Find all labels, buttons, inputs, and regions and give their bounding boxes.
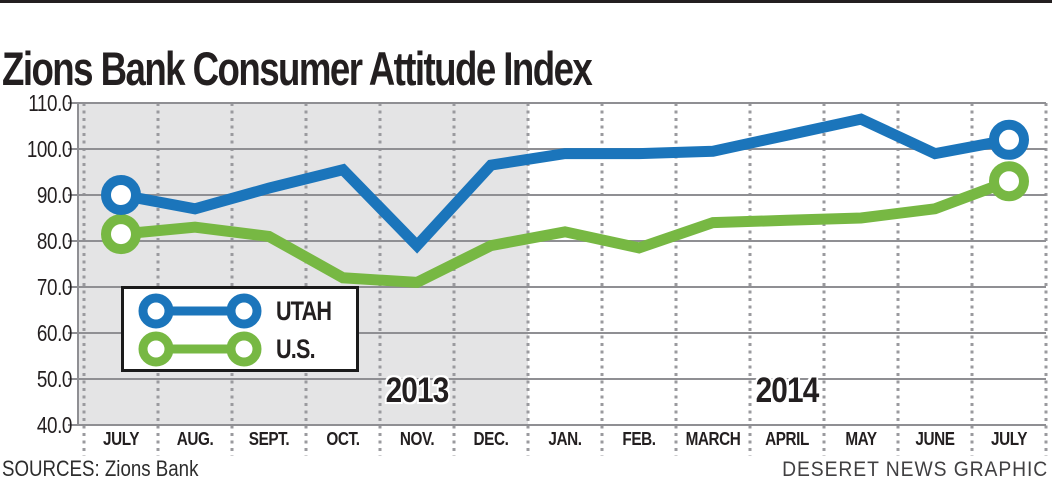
credit-text: DESERET NEWS GRAPHIC <box>781 458 1048 481</box>
x-tick-label: NOV. <box>399 429 435 449</box>
legend-label-utah: UTAH <box>276 295 332 326</box>
x-tick-label: DEC. <box>473 429 509 449</box>
utah-line-swatch-icon <box>138 293 262 329</box>
x-tick-label: JUNE <box>915 429 955 449</box>
y-tick-label: 50.0 <box>36 366 72 392</box>
legend-box: UTAH U.S. <box>121 286 359 372</box>
page-title: Zions Bank Consumer Attitude Index <box>2 42 593 96</box>
x-tick-label: SEPT. <box>248 429 290 449</box>
utah-endpoint-marker <box>989 119 1029 160</box>
x-tick-label: JULY <box>102 429 139 449</box>
sources-text: SOURCES: Zions Bank <box>2 456 199 481</box>
year-label-2014: 2014 <box>755 371 820 410</box>
x-tick-label: MARCH <box>685 429 741 449</box>
y-tick-label: 40.0 <box>36 412 72 438</box>
x-tick-label: JULY <box>990 429 1027 449</box>
y-tick-label: 90.0 <box>36 182 72 208</box>
us-line-swatch-icon <box>138 331 262 367</box>
utah-line <box>119 113 1011 254</box>
x-tick-label: AUG. <box>176 429 214 449</box>
x-tick-label: FEB. <box>622 429 656 449</box>
utah-endpoint-marker <box>101 175 141 215</box>
legend-item-utah: UTAH <box>136 292 356 330</box>
us-line <box>120 176 1011 288</box>
us-endpoint-marker <box>989 161 1029 202</box>
x-tick-label: APRIL <box>765 429 809 449</box>
top-rule <box>0 0 1052 3</box>
y-tick-label: 110.0 <box>28 90 72 116</box>
y-tick-label: 60.0 <box>36 320 72 346</box>
year-label-2013: 2013 <box>385 371 450 410</box>
y-tick-label: 80.0 <box>36 228 72 254</box>
legend-item-us: U.S. <box>136 330 356 368</box>
x-tick-label: JAN. <box>548 429 582 449</box>
legend-label-us: U.S. <box>276 333 316 364</box>
us-endpoint-marker <box>101 214 141 255</box>
x-tick-label: OCT. <box>326 429 360 449</box>
x-tick-label: MAY <box>845 429 877 449</box>
y-tick-label: 70.0 <box>36 274 72 300</box>
y-tick-label: 100.0 <box>26 136 73 162</box>
